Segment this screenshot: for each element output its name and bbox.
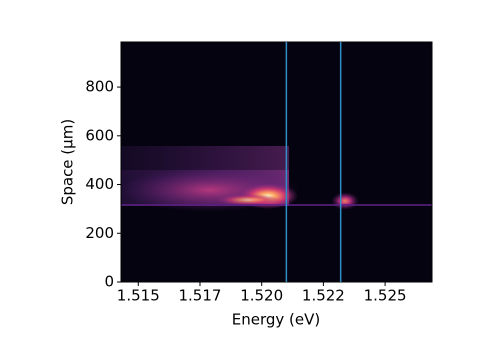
x-tick-label: 1.515	[117, 287, 160, 305]
plot-frame	[120, 41, 433, 283]
x-tick-label: 1.520	[240, 287, 283, 305]
y-tick-label: 400	[85, 175, 114, 193]
x-tick-label: 1.522	[302, 287, 345, 305]
x-tick-label: 1.525	[364, 287, 407, 305]
y-axis-label: Space (μm)	[59, 119, 77, 205]
y-tick-label: 800	[85, 78, 114, 96]
x-axis-label: Energy (eV)	[232, 311, 320, 329]
y-tick-label: 600	[85, 126, 114, 144]
x-tick-label: 1.517	[179, 287, 222, 305]
y-tick-label: 200	[85, 224, 114, 242]
heatmap	[121, 146, 432, 212]
y-tick-label: 0	[104, 273, 114, 291]
